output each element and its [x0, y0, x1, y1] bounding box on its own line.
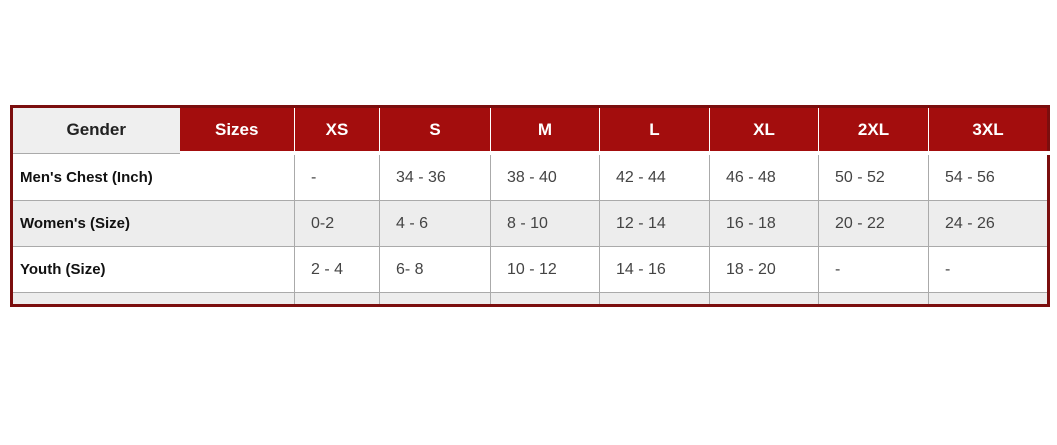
size-value-cell: 0-2 [294, 200, 380, 247]
header-xs: XS [294, 106, 380, 155]
header-gender: Gender [11, 106, 180, 154]
empty-cell [599, 292, 710, 306]
table-row-womens: Women's (Size) 0-2 4 - 6 8 - 10 12 - 14 … [11, 200, 1049, 247]
header-2xl: 2XL [818, 106, 929, 155]
empty-cell [11, 292, 295, 306]
header-s: S [379, 106, 491, 155]
header-l: L [599, 106, 710, 155]
size-value-cell: 18 - 20 [709, 246, 819, 293]
empty-cell [818, 292, 929, 306]
size-value-cell: - [928, 246, 1049, 293]
size-value-cell: 50 - 52 [818, 152, 929, 201]
size-value-cell: 16 - 18 [709, 200, 819, 247]
empty-cell [490, 292, 600, 306]
row-label: Men's Chest (Inch) [11, 152, 295, 201]
size-value-cell: - [818, 246, 929, 293]
size-value-cell: 46 - 48 [709, 152, 819, 201]
size-value-cell: 2 - 4 [294, 246, 380, 293]
size-value-cell: 38 - 40 [490, 152, 600, 201]
size-value-cell: 8 - 10 [490, 200, 600, 247]
table-row-youth: Youth (Size) 2 - 4 6- 8 10 - 12 14 - 16 … [11, 246, 1049, 293]
size-value-cell: - [294, 152, 380, 201]
header-m: M [490, 106, 600, 155]
header-3xl: 3XL [928, 106, 1049, 155]
size-value-cell: 6- 8 [379, 246, 491, 293]
size-value-cell: 42 - 44 [599, 152, 710, 201]
table-row-mens-chest: Men's Chest (Inch) - 34 - 36 38 - 40 42 … [11, 152, 1049, 201]
row-label: Youth (Size) [11, 246, 295, 293]
size-value-cell: 12 - 14 [599, 200, 710, 247]
size-value-cell: 4 - 6 [379, 200, 491, 247]
empty-cell [928, 292, 1049, 306]
size-value-cell: 54 - 56 [928, 152, 1049, 201]
header-xl: XL [709, 106, 819, 155]
header-sizes: Sizes [179, 106, 295, 155]
empty-cell [294, 292, 380, 306]
size-value-cell: 10 - 12 [490, 246, 600, 293]
header-row: Gender Sizes XS S M L XL 2XL 3XL [11, 106, 1049, 155]
empty-cell [379, 292, 491, 306]
table-row-empty-spacer [11, 292, 1049, 306]
row-label: Women's (Size) [11, 200, 295, 247]
size-chart-table: Gender Sizes XS S M L XL 2XL 3XL Men's C… [10, 105, 1050, 307]
size-value-cell: 24 - 26 [928, 200, 1049, 247]
size-value-cell: 34 - 36 [379, 152, 491, 201]
size-value-cell: 20 - 22 [818, 200, 929, 247]
size-value-cell: 14 - 16 [599, 246, 710, 293]
empty-cell [709, 292, 819, 306]
